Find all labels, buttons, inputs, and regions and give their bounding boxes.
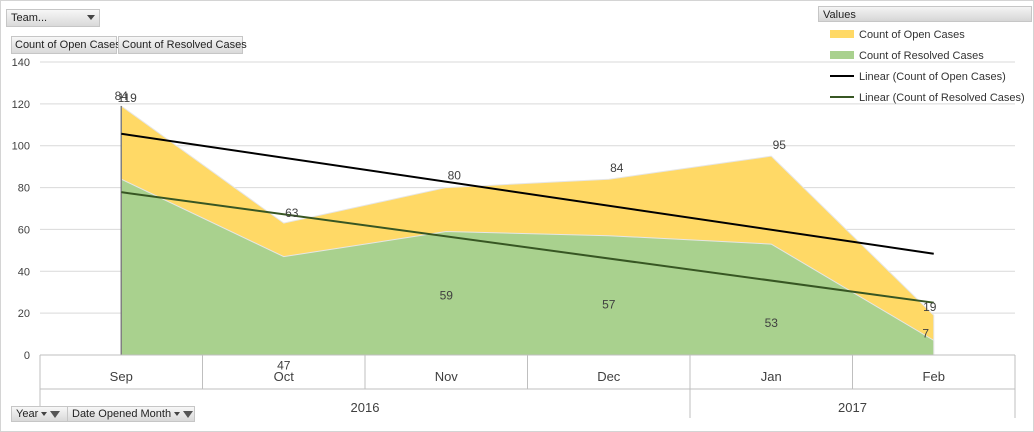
trendline-open-cases [121, 132, 934, 255]
values-tab-open-cases[interactable]: Count of Open Cases [11, 36, 121, 54]
chevron-down-icon [174, 412, 181, 417]
data-label-resolved: 84 [115, 89, 129, 103]
y-tick-label: 20 [18, 308, 30, 320]
x-tick-label: Feb [923, 369, 945, 384]
filter-funnel-icon [50, 410, 61, 418]
data-label-open: 119 [118, 91, 137, 105]
y-axis: 0 20 40 60 80 100 120 140 [12, 57, 30, 362]
legend: Count of Open Cases Count of Resolved Cas… [830, 29, 1025, 104]
x-tick-label: Dec [597, 369, 621, 384]
chevron-down-icon [87, 15, 95, 20]
trendlines [121, 132, 934, 304]
chevron-down-icon [41, 412, 48, 417]
data-label-open: 63 [285, 206, 299, 220]
data-label-open: 95 [773, 138, 787, 152]
data-label-open: 80 [448, 169, 462, 183]
x-group-label: 2016 [351, 400, 380, 415]
data-label-resolved: 7 [922, 326, 929, 340]
axis-field-label: Date Opened Month [72, 408, 172, 420]
data-label-resolved: 53 [765, 316, 779, 330]
data-label-open: 19 [923, 300, 937, 314]
x-tick-label: Oct [274, 369, 295, 384]
data-labels: 119 63 80 84 95 19 84 47 59 57 53 7 [115, 89, 937, 372]
x-tick-label: Nov [435, 369, 459, 384]
legend-item-label: Linear (Count of Resolved Cases) [859, 92, 1025, 104]
legend-swatch-area [830, 30, 854, 38]
axis-field-date-opened-month[interactable]: Date Opened Month [67, 406, 195, 422]
y-tick-label: 120 [12, 99, 30, 111]
legend-item-label: Count of Open Cases [859, 29, 965, 41]
legend-item-label: Linear (Count of Open Cases) [859, 71, 1006, 83]
legend-swatch-area [830, 51, 854, 59]
filter-funnel-icon [183, 410, 194, 418]
data-label-open: 84 [610, 161, 624, 175]
area-series [120, 104, 935, 356]
data-label-resolved: 47 [277, 359, 291, 373]
area-resolved-cases [120, 178, 935, 356]
y-tick-label: 60 [18, 224, 30, 236]
y-tick-label: 140 [12, 57, 30, 69]
axis-field-label: Year [16, 408, 39, 420]
y-tick-label: 80 [18, 183, 30, 195]
axis-field-year[interactable]: Year [11, 406, 71, 422]
x-tick-label: Jan [761, 369, 782, 384]
y-tick-label: 0 [24, 350, 30, 362]
x-tick-label: Sep [110, 369, 133, 384]
x-group-label: 2017 [838, 400, 867, 415]
team-filter-button[interactable]: Team... [6, 9, 100, 27]
legend-header: Values [818, 6, 1032, 22]
values-tab-label: Count of Resolved Cases [122, 39, 247, 51]
trendline-resolved-cases [121, 191, 934, 304]
values-tab-resolved-cases[interactable]: Count of Resolved Cases [118, 36, 247, 54]
legend-header-label: Values [823, 9, 856, 21]
data-label-resolved: 57 [602, 298, 616, 312]
data-label-resolved: 59 [440, 289, 454, 303]
y-tick-label: 40 [18, 266, 30, 278]
x-axis: Sep Oct Nov Dec Jan Feb 2016 2017 [39, 354, 1016, 418]
legend-item-label: Count of Resolved Cases [859, 50, 984, 62]
team-filter-label: Team... [11, 12, 48, 24]
y-tick-label: 100 [12, 141, 30, 153]
values-tab-label: Count of Open Cases [15, 39, 121, 51]
